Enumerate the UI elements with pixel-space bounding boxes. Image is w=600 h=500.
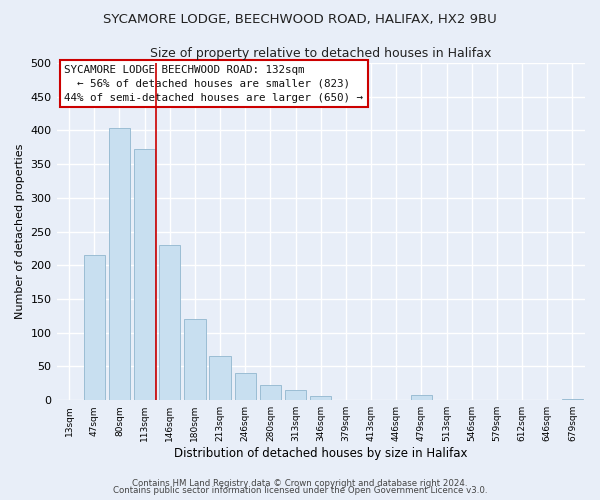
Text: Contains HM Land Registry data © Crown copyright and database right 2024.: Contains HM Land Registry data © Crown c… [132, 478, 468, 488]
Bar [184, 320, 206, 400]
Bar [235, 373, 256, 400]
Bar [109, 128, 130, 400]
Bar [159, 245, 181, 400]
X-axis label: Distribution of detached houses by size in Halifax: Distribution of detached houses by size … [174, 447, 467, 460]
Bar [285, 390, 307, 400]
Y-axis label: Number of detached properties: Number of detached properties [15, 144, 25, 320]
Text: Contains public sector information licensed under the Open Government Licence v3: Contains public sector information licen… [113, 486, 487, 495]
Bar [134, 148, 155, 400]
Bar [562, 399, 583, 400]
Text: SYCAMORE LODGE, BEECHWOOD ROAD, HALIFAX, HX2 9BU: SYCAMORE LODGE, BEECHWOOD ROAD, HALIFAX,… [103, 12, 497, 26]
Bar [209, 356, 231, 400]
Bar [310, 396, 331, 400]
Bar [83, 254, 105, 400]
Text: SYCAMORE LODGE BEECHWOOD ROAD: 132sqm
  ← 56% of detached houses are smaller (82: SYCAMORE LODGE BEECHWOOD ROAD: 132sqm ← … [64, 64, 364, 102]
Title: Size of property relative to detached houses in Halifax: Size of property relative to detached ho… [150, 48, 491, 60]
Bar [260, 386, 281, 400]
Bar [411, 395, 432, 400]
